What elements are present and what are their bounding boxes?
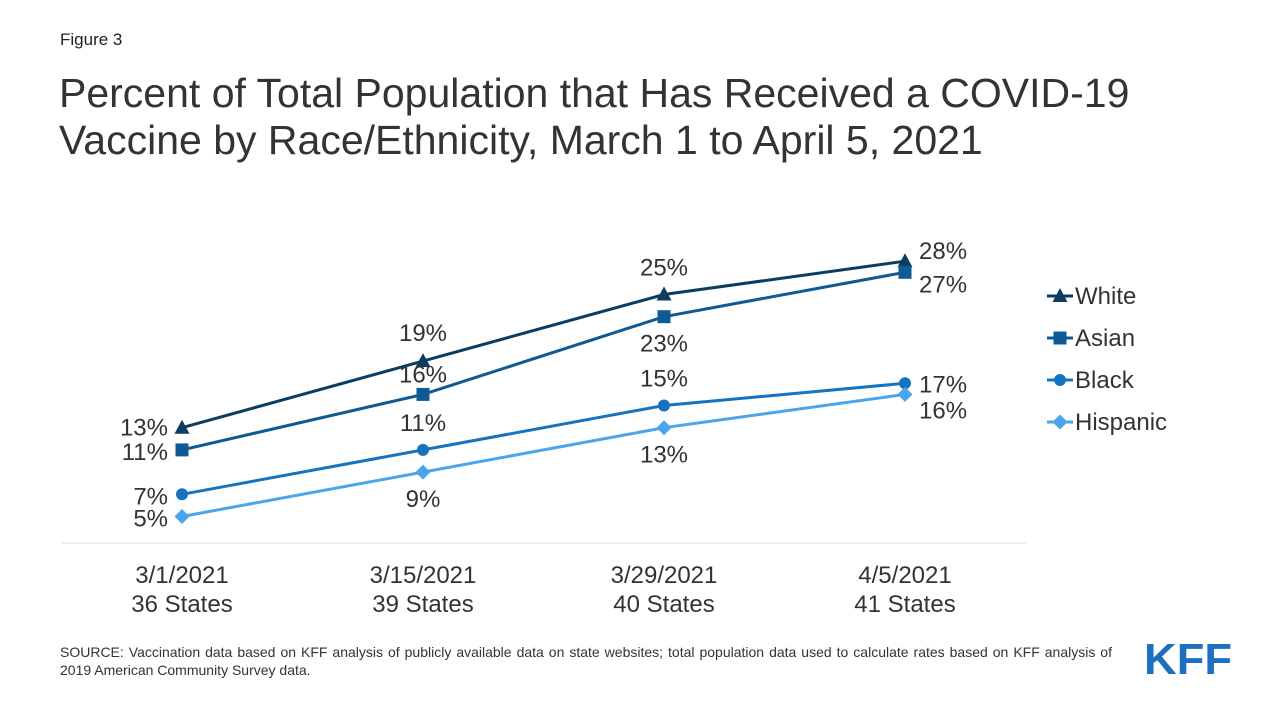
source-note: SOURCE: Vaccination data based on KFF an… bbox=[60, 644, 1112, 678]
legend-marker-asian bbox=[1053, 331, 1067, 345]
data-point-hispanic bbox=[174, 509, 190, 524]
data-point-white bbox=[174, 419, 190, 434]
x-tick-label: 3/29/2021 bbox=[611, 562, 718, 589]
legend-marker-black bbox=[1054, 374, 1066, 386]
data-point-white bbox=[415, 353, 431, 368]
data-point-asian bbox=[657, 310, 671, 324]
data-label-black: 17% bbox=[919, 371, 967, 398]
data-point-hispanic bbox=[897, 386, 913, 402]
chart-title-line-2: Vaccine by Race/Ethnicity, March 1 to Ap… bbox=[59, 117, 983, 163]
data-label-black: 11% bbox=[400, 410, 446, 437]
data-label-white: 28% bbox=[919, 238, 967, 265]
x-tick-label: 4/5/2021 bbox=[858, 562, 951, 589]
data-label-asian: 11% bbox=[122, 439, 168, 466]
data-point-black bbox=[176, 488, 188, 501]
series-line-asian bbox=[181, 270, 906, 452]
data-label-white: 19% bbox=[399, 320, 447, 347]
x-tick-label: 3/15/2021 bbox=[370, 562, 477, 589]
chart-title-line-1: Percent of Total Population that Has Rec… bbox=[59, 70, 1130, 116]
data-label-asian: 23% bbox=[640, 331, 688, 358]
legend-label-asian: Asian bbox=[1075, 325, 1135, 352]
x-tick-sublabel: 39 States bbox=[372, 591, 473, 618]
x-tick-label: 3/1/2021 bbox=[135, 562, 228, 589]
legend-label-hispanic: Hispanic bbox=[1075, 409, 1167, 436]
data-label-hispanic: 5% bbox=[133, 506, 168, 533]
data-point-black bbox=[899, 377, 911, 390]
legend-marker-hispanic bbox=[1052, 414, 1068, 430]
data-label-white: 25% bbox=[640, 255, 688, 282]
data-point-black bbox=[658, 399, 670, 412]
data-label-hispanic: 9% bbox=[406, 486, 441, 513]
data-label-asian: 27% bbox=[919, 271, 967, 298]
data-point-hispanic bbox=[656, 420, 672, 436]
data-point-black bbox=[417, 443, 429, 456]
data-point-asian bbox=[175, 443, 189, 457]
data-point-hispanic bbox=[415, 464, 431, 480]
data-label-asian: 16% bbox=[399, 361, 447, 388]
kff-logo: KFF bbox=[1144, 636, 1232, 680]
x-tick-sublabel: 40 States bbox=[613, 591, 714, 618]
data-point-asian bbox=[898, 265, 912, 279]
x-tick-sublabel: 36 States bbox=[131, 591, 232, 618]
data-label-hispanic: 13% bbox=[640, 442, 688, 469]
series-line-white bbox=[181, 259, 906, 430]
data-label-hispanic: 16% bbox=[919, 397, 967, 424]
chart-title: Percent of Total Population that Has Rec… bbox=[59, 70, 1219, 164]
legend-label-white: White bbox=[1075, 283, 1136, 310]
figure-label: Figure 3 bbox=[60, 30, 123, 49]
data-label-black: 15% bbox=[640, 366, 688, 393]
data-point-white bbox=[897, 253, 913, 268]
data-label-black: 7% bbox=[133, 483, 168, 510]
series-line-hispanic bbox=[181, 392, 906, 518]
series-line-black bbox=[181, 381, 906, 496]
legend-label-black: Black bbox=[1075, 367, 1135, 394]
data-point-white bbox=[656, 286, 672, 301]
legend-marker-white bbox=[1052, 288, 1068, 302]
x-tick-sublabel: 41 States bbox=[854, 591, 955, 618]
data-label-white: 13% bbox=[120, 415, 168, 442]
logo-text: KFF bbox=[1144, 636, 1232, 680]
data-point-asian bbox=[416, 387, 430, 401]
